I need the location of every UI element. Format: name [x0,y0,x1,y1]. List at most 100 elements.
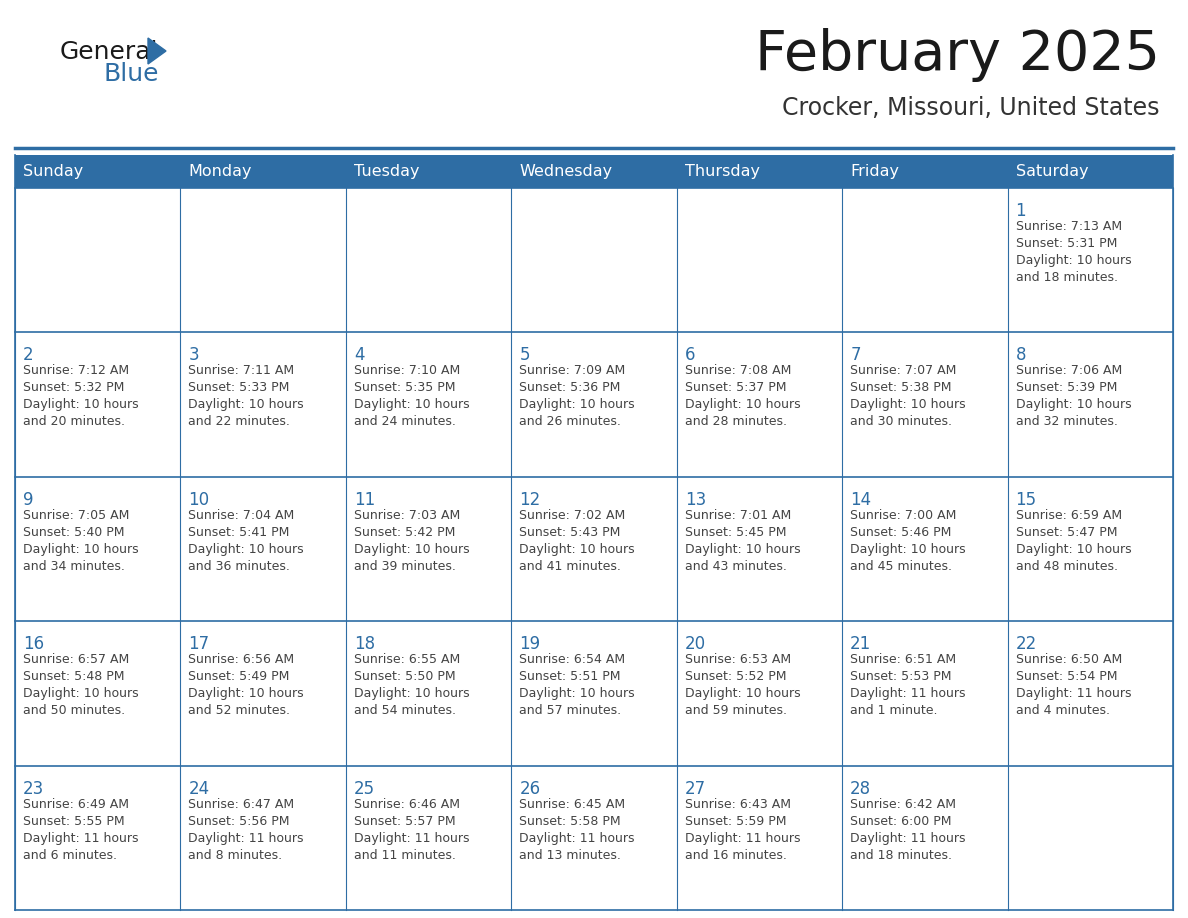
Text: Sunset: 5:46 PM: Sunset: 5:46 PM [851,526,952,539]
Text: Sunset: 5:38 PM: Sunset: 5:38 PM [851,381,952,395]
Bar [181,332,346,476]
Text: Daylight: 11 hours: Daylight: 11 hours [354,832,469,845]
Text: and 26 minutes.: and 26 minutes. [519,416,621,429]
Text: Sunset: 5:42 PM: Sunset: 5:42 PM [354,526,455,539]
Text: Sunrise: 7:02 AM: Sunrise: 7:02 AM [519,509,626,521]
Text: Sunrise: 7:05 AM: Sunrise: 7:05 AM [23,509,129,521]
Text: 15: 15 [1016,491,1037,509]
Text: 1: 1 [1016,202,1026,220]
Text: and 43 minutes.: and 43 minutes. [684,560,786,573]
Text: and 30 minutes.: and 30 minutes. [851,416,952,429]
Text: and 1 minute.: and 1 minute. [851,704,937,717]
Text: and 6 minutes.: and 6 minutes. [23,848,116,862]
Text: Daylight: 10 hours: Daylight: 10 hours [23,688,139,700]
Bar [15,476,181,621]
Text: Sunset: 5:35 PM: Sunset: 5:35 PM [354,381,455,395]
Text: Sunset: 6:00 PM: Sunset: 6:00 PM [851,814,952,828]
Text: 13: 13 [684,491,706,509]
Text: Daylight: 11 hours: Daylight: 11 hours [23,832,139,845]
Text: Saturday: Saturday [1016,164,1088,179]
Bar [181,188,346,332]
Text: Sunset: 5:37 PM: Sunset: 5:37 PM [684,381,786,395]
Text: Daylight: 11 hours: Daylight: 11 hours [189,832,304,845]
Bar [346,476,511,621]
Text: Sunset: 5:50 PM: Sunset: 5:50 PM [354,670,455,683]
Text: 3: 3 [189,346,200,364]
Text: Sunset: 5:55 PM: Sunset: 5:55 PM [23,814,125,828]
Text: Daylight: 10 hours: Daylight: 10 hours [189,398,304,411]
Text: 24: 24 [189,779,209,798]
Text: Sunrise: 6:55 AM: Sunrise: 6:55 AM [354,654,460,666]
Bar [842,621,1007,766]
Bar [677,476,842,621]
Text: Daylight: 10 hours: Daylight: 10 hours [684,543,801,555]
Text: Sunrise: 6:51 AM: Sunrise: 6:51 AM [851,654,956,666]
Bar [15,188,181,332]
Text: Daylight: 10 hours: Daylight: 10 hours [23,543,139,555]
Bar [842,766,1007,910]
Text: 5: 5 [519,346,530,364]
Text: Sunrise: 6:47 AM: Sunrise: 6:47 AM [189,798,295,811]
Text: and 48 minutes.: and 48 minutes. [1016,560,1118,573]
Bar [346,188,511,332]
Bar [511,621,677,766]
Text: Sunset: 5:52 PM: Sunset: 5:52 PM [684,670,786,683]
Text: Blue: Blue [105,62,159,86]
Text: and 36 minutes.: and 36 minutes. [189,560,290,573]
Text: Daylight: 10 hours: Daylight: 10 hours [354,688,469,700]
Text: Crocker, Missouri, United States: Crocker, Missouri, United States [783,96,1159,120]
Text: Daylight: 10 hours: Daylight: 10 hours [354,543,469,555]
Text: Sunrise: 6:50 AM: Sunrise: 6:50 AM [1016,654,1121,666]
Text: Sunrise: 6:57 AM: Sunrise: 6:57 AM [23,654,129,666]
Bar [511,766,677,910]
Text: Sunset: 5:40 PM: Sunset: 5:40 PM [23,526,125,539]
Text: and 41 minutes.: and 41 minutes. [519,560,621,573]
Bar [346,766,511,910]
Text: and 45 minutes.: and 45 minutes. [851,560,952,573]
Text: Sunrise: 6:49 AM: Sunrise: 6:49 AM [23,798,129,811]
Text: and 18 minutes.: and 18 minutes. [1016,271,1118,284]
Text: and 8 minutes.: and 8 minutes. [189,848,283,862]
Text: Sunrise: 7:10 AM: Sunrise: 7:10 AM [354,364,460,377]
Text: and 54 minutes.: and 54 minutes. [354,704,456,717]
Text: Daylight: 10 hours: Daylight: 10 hours [23,398,139,411]
Text: and 13 minutes.: and 13 minutes. [519,848,621,862]
Bar [346,621,511,766]
Text: Daylight: 10 hours: Daylight: 10 hours [684,398,801,411]
Bar [677,766,842,910]
Bar [181,621,346,766]
Text: 20: 20 [684,635,706,654]
Text: Sunrise: 7:03 AM: Sunrise: 7:03 AM [354,509,460,521]
Text: 25: 25 [354,779,375,798]
Text: Sunrise: 7:06 AM: Sunrise: 7:06 AM [1016,364,1121,377]
Bar [1007,332,1173,476]
Bar [677,188,842,332]
Text: Sunset: 5:41 PM: Sunset: 5:41 PM [189,526,290,539]
Text: Sunrise: 7:04 AM: Sunrise: 7:04 AM [189,509,295,521]
Text: and 57 minutes.: and 57 minutes. [519,704,621,717]
Text: Daylight: 10 hours: Daylight: 10 hours [1016,254,1131,267]
Text: Daylight: 10 hours: Daylight: 10 hours [1016,398,1131,411]
Bar [1007,188,1173,332]
Text: 16: 16 [23,635,44,654]
Bar [842,332,1007,476]
Text: Wednesday: Wednesday [519,164,612,179]
Text: 27: 27 [684,779,706,798]
Text: Sunrise: 7:11 AM: Sunrise: 7:11 AM [189,364,295,377]
Text: Daylight: 10 hours: Daylight: 10 hours [519,688,634,700]
Text: Sunset: 5:56 PM: Sunset: 5:56 PM [189,814,290,828]
Text: Daylight: 10 hours: Daylight: 10 hours [189,543,304,555]
Text: General: General [61,40,158,64]
Text: 2: 2 [23,346,33,364]
Text: 28: 28 [851,779,871,798]
Text: 17: 17 [189,635,209,654]
Text: Sunset: 5:39 PM: Sunset: 5:39 PM [1016,381,1117,395]
Text: Sunset: 5:33 PM: Sunset: 5:33 PM [189,381,290,395]
Text: and 59 minutes.: and 59 minutes. [684,704,786,717]
Text: and 18 minutes.: and 18 minutes. [851,848,952,862]
Text: 18: 18 [354,635,375,654]
Bar [511,332,677,476]
Text: 12: 12 [519,491,541,509]
Text: Sunset: 5:31 PM: Sunset: 5:31 PM [1016,237,1117,250]
Text: Sunset: 5:43 PM: Sunset: 5:43 PM [519,526,620,539]
